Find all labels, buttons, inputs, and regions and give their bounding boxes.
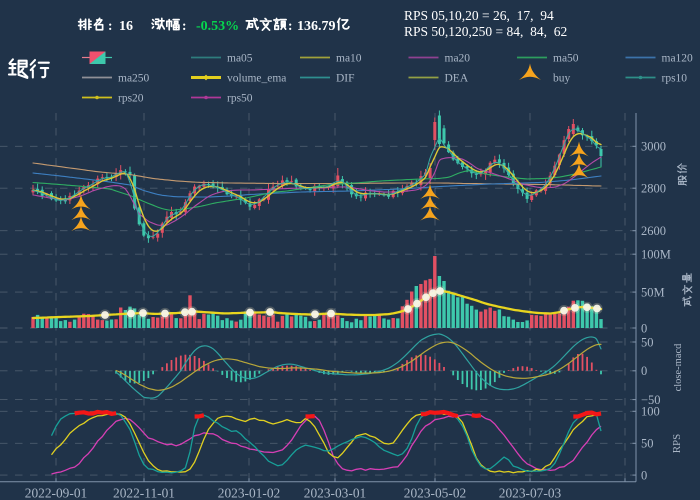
svg-text:2023-01-02: 2023-01-02 (218, 486, 280, 500)
svg-text:16: 16 (119, 19, 133, 34)
svg-text:2023-07-03: 2023-07-03 (499, 486, 562, 500)
svg-text:2022-11-01: 2022-11-01 (113, 486, 175, 500)
svg-text:0: 0 (641, 468, 647, 482)
svg-text:0: 0 (641, 364, 647, 378)
svg-text:ma50: ma50 (553, 52, 579, 64)
svg-text:RPS: RPS (671, 434, 683, 454)
svg-text:buy: buy (553, 72, 571, 84)
svg-text:ma250: ma250 (118, 72, 150, 84)
svg-text:100: 100 (641, 405, 660, 419)
svg-text:ma05: ma05 (227, 52, 253, 64)
svg-text:rps20: rps20 (118, 92, 144, 104)
svg-text:50: 50 (641, 335, 654, 349)
svg-text:-0.53%: -0.53% (196, 19, 239, 34)
svg-text:ma10: ma10 (336, 52, 362, 64)
svg-text:136.79: 136.79 (297, 19, 336, 34)
svg-text:2023-05-02: 2023-05-02 (404, 486, 466, 500)
svg-text:RPS 50,120,250 = 84, 84, 62: RPS 50,120,250 = 84, 84, 62 (404, 24, 567, 39)
svg-text::: : (182, 18, 187, 33)
svg-text:RPS 05,10,20 = 26, 17, 94: RPS 05,10,20 = 26, 17, 94 (404, 8, 554, 23)
svg-text:3000: 3000 (641, 140, 666, 154)
svg-text:2600: 2600 (641, 224, 666, 238)
svg-text:volume_ema: volume_ema (227, 72, 286, 84)
svg-text:0: 0 (641, 321, 647, 335)
svg-text:rps50: rps50 (227, 92, 253, 104)
svg-text:DIF: DIF (336, 72, 355, 84)
svg-text:close-macd: close-macd (673, 343, 684, 392)
svg-text:−50: −50 (641, 393, 661, 407)
svg-text:ma20: ma20 (445, 52, 471, 64)
svg-text:100M: 100M (641, 248, 671, 262)
svg-text:ma120: ma120 (662, 52, 694, 64)
svg-text:50: 50 (641, 437, 654, 451)
svg-text:2800: 2800 (641, 182, 666, 196)
svg-text:DEA: DEA (445, 72, 469, 84)
svg-text:rps10: rps10 (662, 72, 688, 84)
svg-text::: : (288, 18, 293, 33)
svg-text:2022-09-01: 2022-09-01 (25, 486, 87, 500)
svg-text::: : (108, 18, 113, 33)
svg-text:50M: 50M (641, 285, 665, 299)
svg-text:2023-03-01: 2023-03-01 (304, 486, 366, 500)
